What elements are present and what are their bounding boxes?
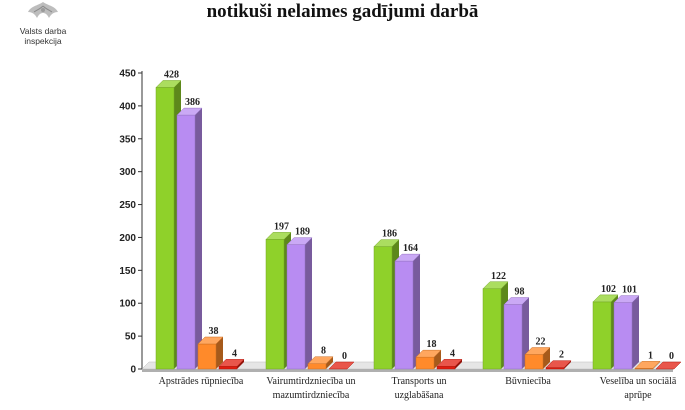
bar — [307, 363, 327, 370]
bar — [394, 260, 414, 370]
bar-side — [455, 359, 462, 369]
bar-side — [305, 237, 312, 369]
data-label: 4 — [450, 348, 455, 359]
bar — [155, 87, 175, 370]
bar — [218, 366, 238, 370]
category-label: Veselība un sociālā — [600, 376, 677, 387]
bar — [373, 246, 393, 370]
bar — [197, 343, 217, 370]
data-label: 18 — [427, 339, 437, 350]
data-label: 8 — [321, 346, 326, 357]
data-label: 1 — [648, 350, 653, 361]
bar-top — [155, 80, 182, 88]
data-label: 0 — [669, 351, 674, 362]
y-tick-label: 200 — [119, 233, 136, 244]
y-tick-label: 250 — [119, 200, 136, 211]
bar-side — [195, 108, 202, 369]
y-tick-label: 150 — [119, 266, 136, 277]
data-label: 197 — [274, 221, 289, 232]
category-label: aprūpe — [624, 390, 652, 401]
category-label: Apstrādes rūpniecība — [159, 376, 244, 387]
y-tick-label: 300 — [119, 167, 136, 178]
logo-text: Valsts darba inspekcija — [19, 26, 67, 46]
bar-side — [522, 297, 529, 369]
bar-side — [216, 337, 223, 369]
data-label: 186 — [382, 229, 397, 240]
bar — [613, 302, 633, 370]
bar-top — [524, 347, 551, 355]
bar-side — [434, 350, 441, 369]
data-label: 2 — [559, 350, 564, 361]
bar — [436, 366, 456, 370]
bar — [176, 114, 196, 370]
bar-top — [394, 253, 421, 262]
bar-top — [415, 349, 442, 358]
category-label: Transports un — [392, 376, 447, 387]
data-label: 102 — [601, 284, 616, 295]
bar — [265, 239, 285, 370]
bar-side — [413, 254, 420, 369]
category-label: Būvniecība — [505, 376, 551, 387]
data-label: 22 — [536, 337, 546, 348]
bar-top — [503, 297, 530, 305]
chart-title: notikuši nelaimes gadījumi darbā — [206, 1, 479, 22]
bar — [415, 356, 435, 370]
bar-top — [265, 232, 292, 240]
data-label: 0 — [342, 351, 347, 362]
y-tick-label: 100 — [119, 299, 136, 310]
category-label: mazumtirdzniecība — [273, 390, 350, 401]
bar-top — [218, 359, 245, 367]
data-label: 428 — [164, 69, 179, 80]
bar — [592, 301, 612, 370]
bar-top — [373, 239, 400, 247]
data-label: 122 — [491, 271, 506, 282]
bar-top — [655, 361, 682, 370]
bar-top — [436, 359, 463, 367]
y-tick-label: 350 — [119, 134, 136, 145]
bar — [503, 304, 523, 370]
bar-top — [286, 237, 313, 245]
bar-top — [592, 294, 619, 303]
bar-top — [634, 361, 661, 369]
data-label: 189 — [295, 227, 310, 238]
logo: Valsts darba inspekcija — [8, 0, 78, 48]
data-label: 38 — [209, 326, 219, 337]
data-label: 164 — [403, 243, 418, 254]
bar — [524, 354, 544, 370]
data-label: 101 — [622, 285, 637, 296]
bar — [482, 288, 502, 370]
bar-top — [545, 360, 572, 368]
bar-top — [482, 281, 509, 290]
data-label: 98 — [515, 287, 525, 298]
y-tick-label: 450 — [119, 69, 136, 80]
chart-floor-edge — [142, 369, 673, 372]
bar-top — [328, 361, 355, 370]
data-label: 386 — [185, 97, 200, 108]
bar — [286, 244, 306, 370]
bar-top — [307, 356, 334, 364]
bar-side — [632, 295, 639, 369]
bar-top — [197, 336, 224, 345]
bar-top — [613, 295, 640, 303]
bar-side — [237, 359, 244, 369]
logo-emblem-icon — [28, 2, 58, 18]
y-tick-label: 400 — [119, 101, 136, 112]
data-label: 4 — [232, 348, 237, 359]
category-label: uzglabāšana — [395, 390, 444, 401]
y-tick-label: 50 — [125, 332, 137, 343]
bar-top — [176, 107, 203, 116]
y-tick-label: 0 — [130, 365, 136, 376]
bar-side — [326, 356, 333, 369]
category-label: Vairumtirdzniecība un — [266, 376, 355, 387]
